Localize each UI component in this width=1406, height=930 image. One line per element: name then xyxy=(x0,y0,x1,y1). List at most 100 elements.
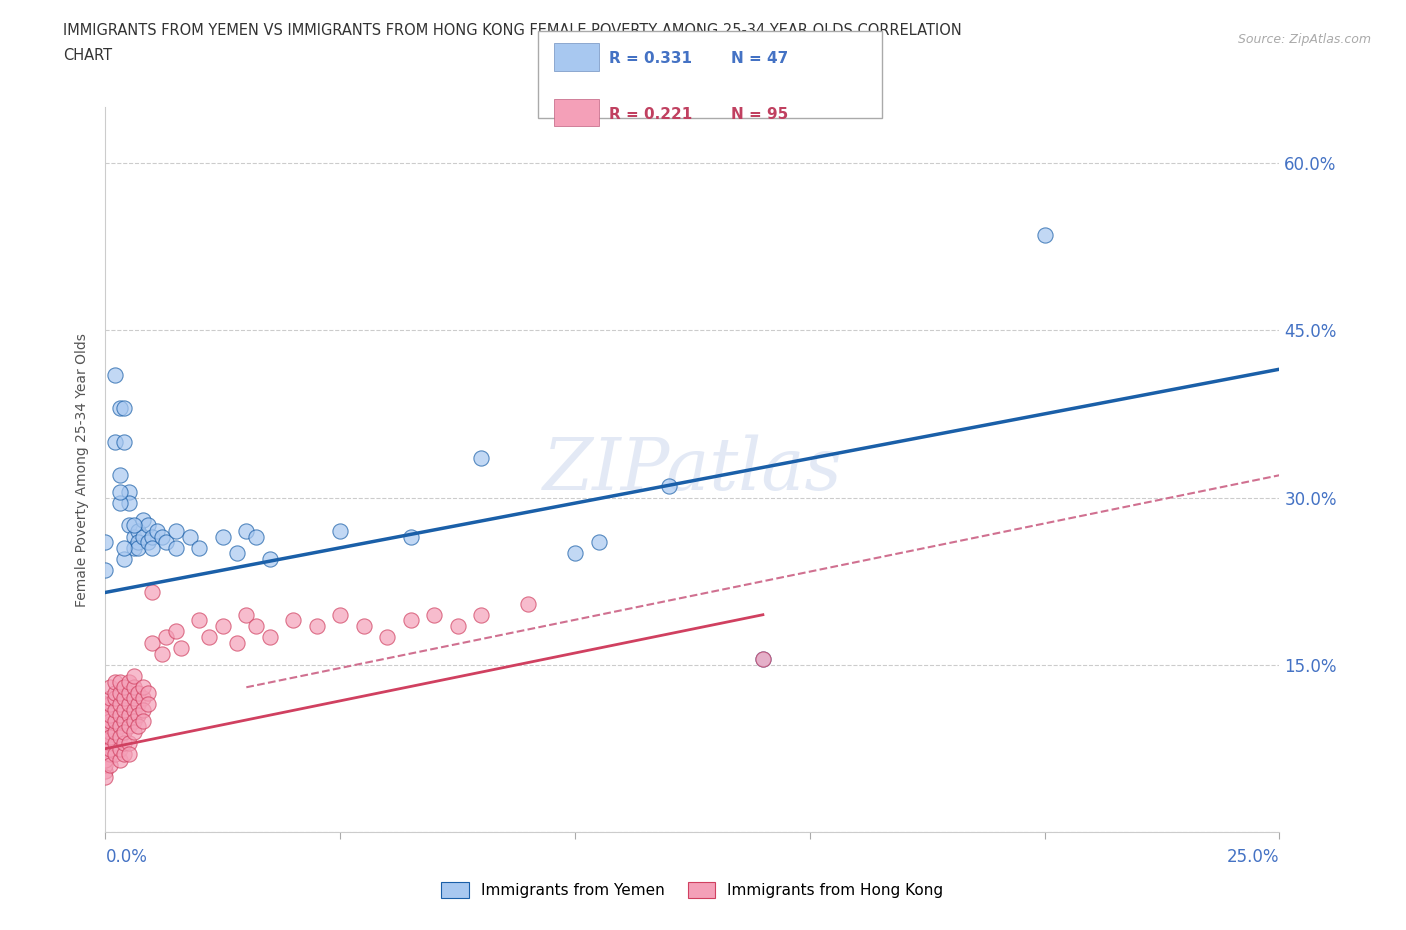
Point xyxy=(188,540,211,555)
Text: R = 0.221: R = 0.221 xyxy=(609,107,692,122)
Point xyxy=(118,747,141,762)
Point xyxy=(98,691,121,706)
Point xyxy=(112,724,135,739)
Point xyxy=(470,451,492,466)
Point xyxy=(104,685,127,700)
Point xyxy=(165,540,187,555)
Point xyxy=(136,685,159,700)
Point xyxy=(118,719,141,734)
Point xyxy=(375,630,398,644)
Point xyxy=(399,613,422,628)
Point xyxy=(104,691,127,706)
Point xyxy=(118,485,141,499)
Point xyxy=(136,535,159,550)
Point xyxy=(226,635,249,650)
Point xyxy=(112,736,135,751)
Point xyxy=(104,724,127,739)
Point xyxy=(329,524,352,538)
Point xyxy=(104,367,127,382)
Point xyxy=(104,736,127,751)
Point xyxy=(446,618,468,633)
Point xyxy=(94,713,117,728)
Point xyxy=(146,524,169,538)
Point xyxy=(94,747,117,762)
Point xyxy=(98,741,121,756)
Point xyxy=(94,724,117,739)
Point xyxy=(165,624,187,639)
Point xyxy=(127,524,149,538)
Point xyxy=(127,540,149,555)
Text: CHART: CHART xyxy=(63,48,112,63)
Point xyxy=(104,713,127,728)
Point xyxy=(132,713,155,728)
Point xyxy=(353,618,375,633)
Point xyxy=(752,652,775,667)
Text: IMMIGRANTS FROM YEMEN VS IMMIGRANTS FROM HONG KONG FEMALE POVERTY AMONG 25-34 YE: IMMIGRANTS FROM YEMEN VS IMMIGRANTS FROM… xyxy=(63,23,962,38)
Point xyxy=(155,630,177,644)
Point xyxy=(1033,228,1056,243)
Point xyxy=(169,641,191,656)
Point xyxy=(104,674,127,689)
Point xyxy=(132,529,155,544)
Point xyxy=(94,752,117,767)
Point xyxy=(305,618,328,633)
Point xyxy=(98,697,121,711)
Text: N = 47: N = 47 xyxy=(731,51,789,66)
Point xyxy=(122,669,145,684)
Point xyxy=(423,607,446,622)
Point xyxy=(108,697,131,711)
Point xyxy=(98,730,121,745)
Point xyxy=(132,702,155,717)
Point xyxy=(94,736,117,751)
Point xyxy=(329,607,352,622)
Point xyxy=(141,635,163,650)
Point xyxy=(94,758,117,773)
Point xyxy=(127,535,149,550)
Point xyxy=(211,618,233,633)
Text: 25.0%: 25.0% xyxy=(1227,848,1279,866)
Point xyxy=(259,551,281,566)
Point xyxy=(127,708,149,723)
Point xyxy=(94,563,117,578)
Point xyxy=(94,535,117,550)
Point xyxy=(118,518,141,533)
Point xyxy=(112,551,135,566)
Point xyxy=(127,697,149,711)
Point xyxy=(118,685,141,700)
Point xyxy=(235,607,257,622)
Point xyxy=(98,724,121,739)
Point xyxy=(399,529,422,544)
Point xyxy=(112,691,135,706)
Point xyxy=(141,529,163,544)
Y-axis label: Female Poverty Among 25-34 Year Olds: Female Poverty Among 25-34 Year Olds xyxy=(76,333,90,606)
Point xyxy=(104,747,127,762)
Point xyxy=(108,730,131,745)
Point xyxy=(658,479,681,494)
Point xyxy=(94,769,117,784)
Point xyxy=(98,719,121,734)
Point xyxy=(112,401,135,416)
Legend: Immigrants from Yemen, Immigrants from Hong Kong: Immigrants from Yemen, Immigrants from H… xyxy=(436,876,949,905)
Point xyxy=(141,540,163,555)
Point xyxy=(108,741,131,756)
Point xyxy=(517,596,540,611)
Point xyxy=(150,646,173,661)
Point xyxy=(98,736,121,751)
Point xyxy=(127,685,149,700)
Point xyxy=(188,613,211,628)
Point xyxy=(132,691,155,706)
Point xyxy=(122,713,145,728)
Point xyxy=(470,607,492,622)
Point xyxy=(122,540,145,555)
Text: R = 0.331: R = 0.331 xyxy=(609,51,692,66)
Point xyxy=(132,680,155,695)
Point xyxy=(564,546,586,561)
Point xyxy=(112,747,135,762)
Point xyxy=(108,401,131,416)
Point xyxy=(226,546,249,561)
Point xyxy=(104,434,127,449)
Point xyxy=(112,680,135,695)
Point xyxy=(108,719,131,734)
Point xyxy=(108,496,131,511)
Point xyxy=(108,708,131,723)
